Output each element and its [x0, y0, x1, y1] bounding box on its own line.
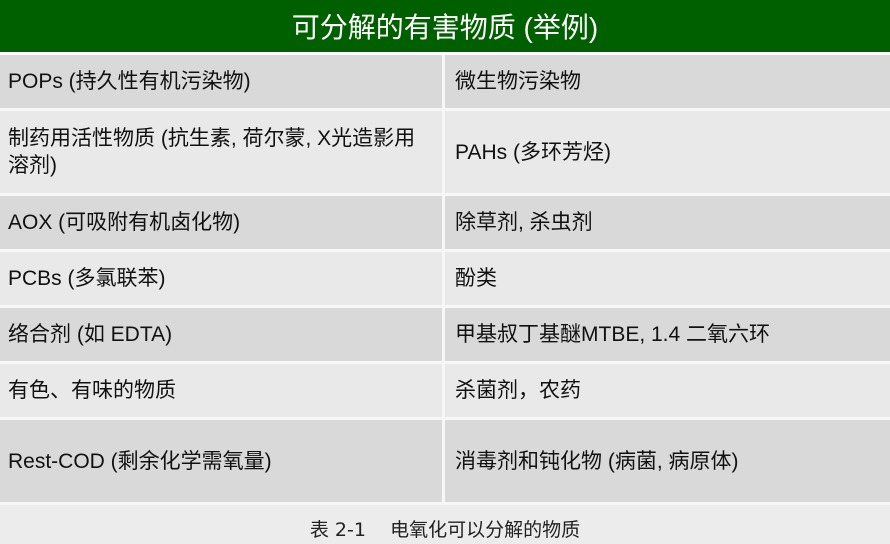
table-row: PCBs (多氯联苯) 酚类	[0, 252, 890, 308]
table-row: AOX (可吸附有机卤化物) 除草剂, 杀虫剂	[0, 196, 890, 252]
table-cell: 消毒剂和钝化物 (病菌, 病原体)	[455, 449, 739, 473]
table-title: 可分解的有害物质 (举例)	[0, 0, 890, 55]
table-row: Rest-COD (剩余化学需氧量) 消毒剂和钝化物 (病菌, 病原体)	[0, 420, 890, 505]
table-cell: 制药用活性物质 (抗生素, 荷尔蒙, X光造影用溶剂)	[0, 111, 445, 193]
table-row: POPs (持久性有机污染物) 微生物污染物	[0, 55, 890, 111]
table-cell: 除草剂, 杀虫剂	[455, 211, 593, 234]
table-cell: POPs (持久性有机污染物)	[0, 55, 445, 108]
table-cell: 有色、有味的物质	[0, 364, 445, 417]
table: 可分解的有害物质 (举例) POPs (持久性有机污染物) 微生物污染物 制药用活性…	[0, 0, 890, 505]
table-cell: AOX (可吸附有机卤化物)	[0, 196, 445, 249]
table-caption: 表 2-1 电氧化可以分解的物质	[309, 519, 581, 541]
table-row: 制药用活性物质 (抗生素, 荷尔蒙, X光造影用溶剂) PAHs (多环芳烃)	[0, 111, 890, 196]
table-cell: Rest-COD (剩余化学需氧量)	[0, 420, 445, 502]
table-cell: 微生物污染物	[455, 70, 581, 93]
table-cell: 络合剂 (如 EDTA)	[0, 308, 445, 361]
table-cell: PAHs (多环芳烃)	[455, 140, 611, 164]
table-row: 有色、有味的物质 杀菌剂，农药	[0, 364, 890, 420]
table-row: 络合剂 (如 EDTA) 甲基叔丁基醚MTBE, 1.4 二氧六环	[0, 308, 890, 364]
table-cell: 杀菌剂，农药	[455, 379, 581, 402]
table-cell: 甲基叔丁基醚MTBE, 1.4 二氧六环	[455, 323, 771, 346]
table-cell: PCBs (多氯联苯)	[0, 252, 445, 305]
table-cell: 酚类	[455, 267, 497, 290]
